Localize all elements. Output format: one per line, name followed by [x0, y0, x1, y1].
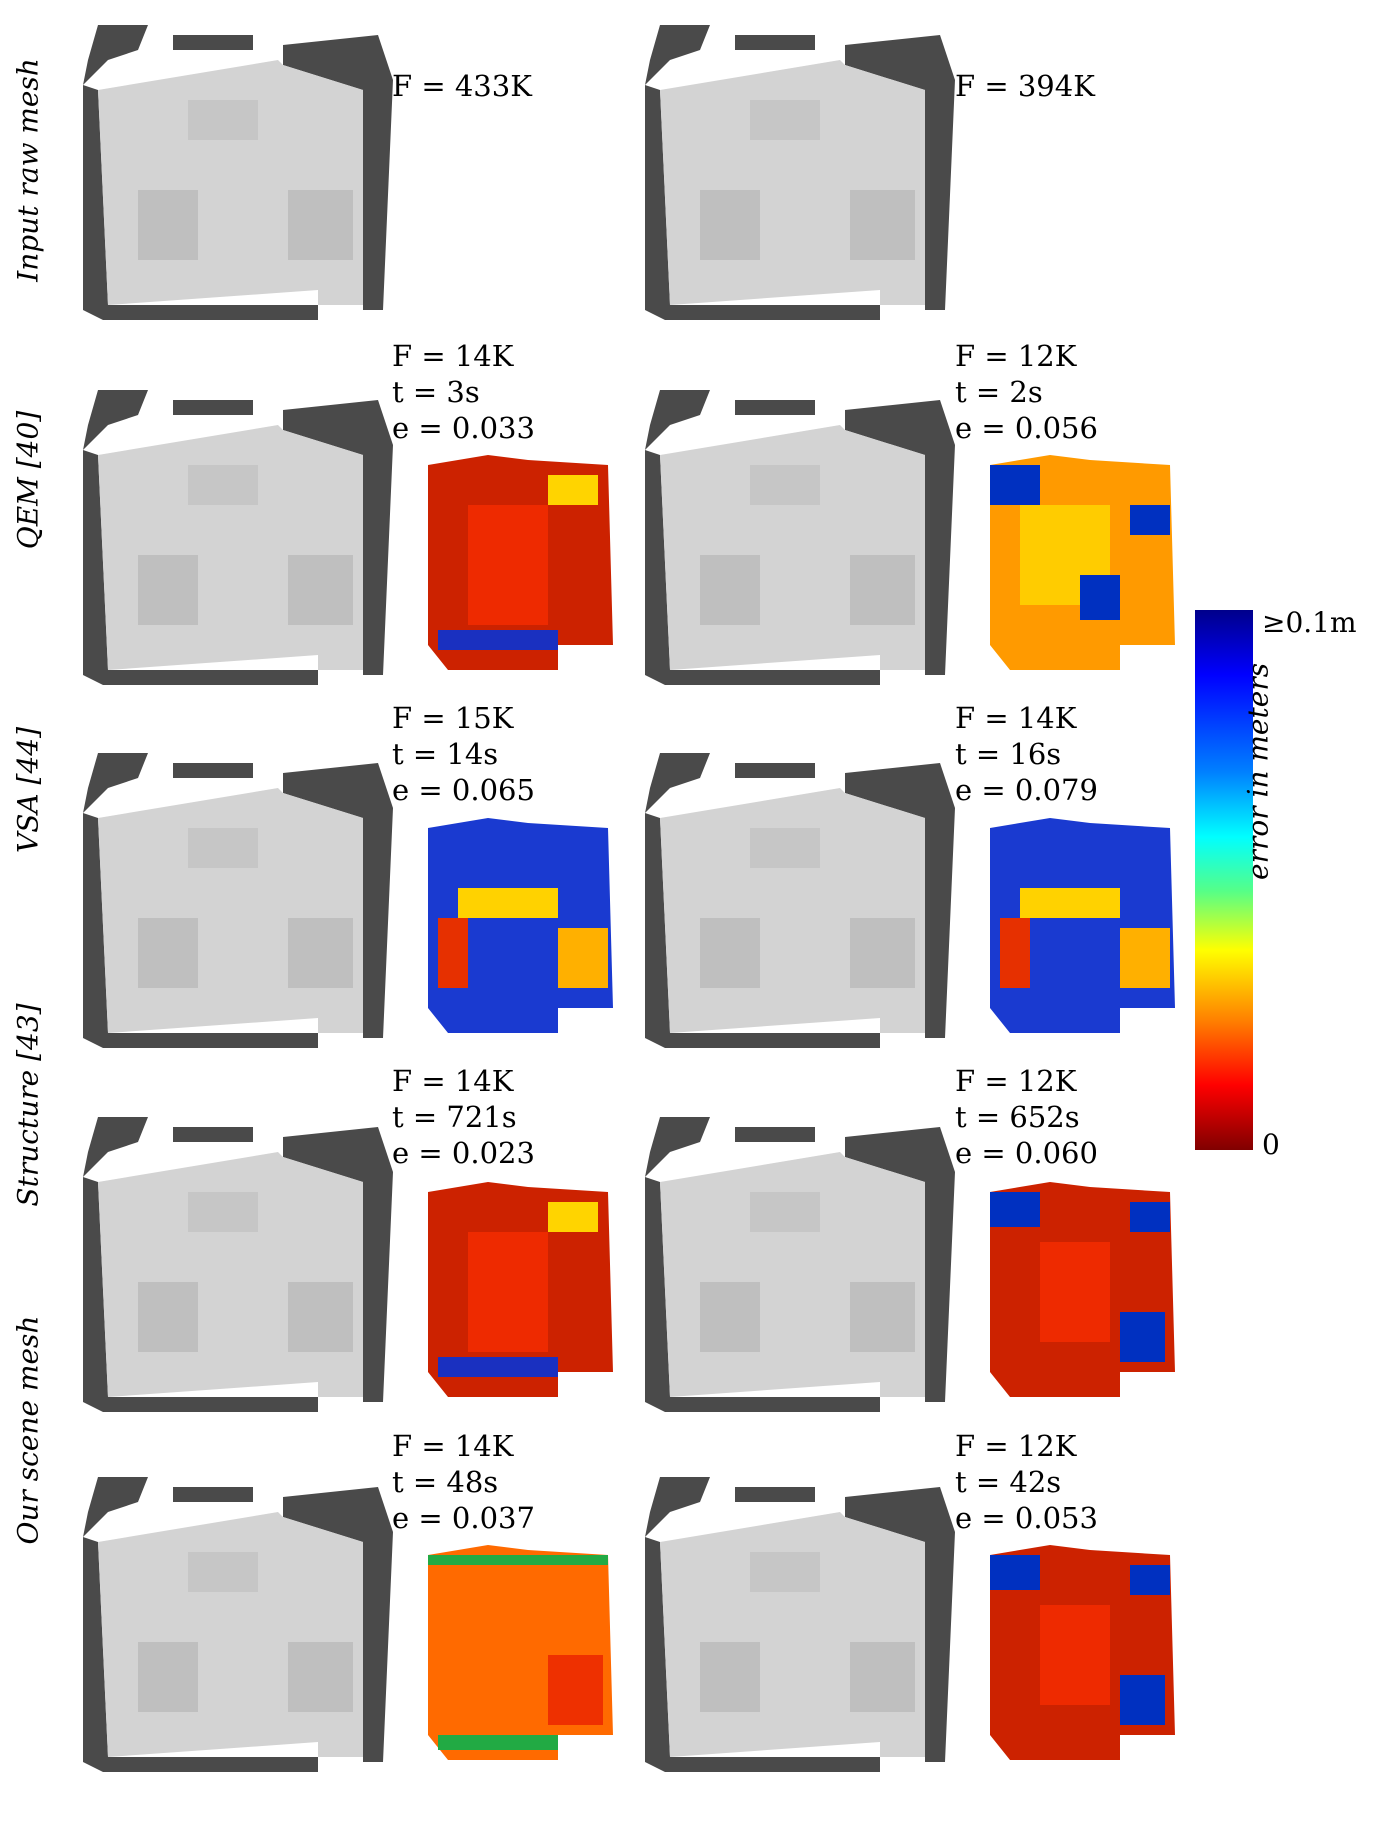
- stat-faces: F = 14K: [392, 338, 535, 374]
- stat-error: e = 0.033: [392, 410, 535, 446]
- stat-faces: F = 12K: [955, 1063, 1098, 1099]
- colorbar-max-label: ≥0.1m: [1262, 606, 1357, 639]
- stat-faces: F = 12K: [955, 338, 1098, 374]
- mesh-render-r3-right: [640, 1112, 955, 1412]
- row-label-text: Our scene mesh: [12, 1316, 45, 1545]
- stat-faces: F = 14K: [955, 700, 1098, 736]
- mesh-render-r1-left: [78, 385, 393, 685]
- stat-time: t = 652s: [955, 1099, 1098, 1135]
- stat-error: e = 0.023: [392, 1135, 535, 1171]
- stats-r2-right: F = 14K t = 16s e = 0.079: [955, 700, 1098, 808]
- row-label-qem: QEM [40]: [0, 330, 56, 630]
- mesh-render-r0-left: [78, 20, 393, 320]
- stat-faces: F = 433K: [392, 68, 532, 104]
- stats-r1-right: F = 12K t = 2s e = 0.056: [955, 338, 1098, 446]
- stat-time: t = 16s: [955, 736, 1098, 772]
- row-label-text: QEM [40]: [12, 411, 45, 549]
- mesh-render-r2-right: [640, 748, 955, 1048]
- stat-time: t = 48s: [392, 1464, 535, 1500]
- stat-time: t = 14s: [392, 736, 535, 772]
- row-label-text: Input raw mesh: [12, 58, 45, 282]
- stats-r4-left: F = 14K t = 48s e = 0.037: [392, 1428, 535, 1536]
- mesh-render-r0-right: [640, 20, 955, 320]
- colorbar-axis-label: error in meters: [1242, 663, 1275, 880]
- stats-r1-left: F = 14K t = 3s e = 0.033: [392, 338, 535, 446]
- mesh-render-r3-left: [78, 1112, 393, 1412]
- stat-time: t = 42s: [955, 1464, 1098, 1500]
- stats-r0-right: F = 394K: [955, 68, 1095, 104]
- stat-error: e = 0.037: [392, 1500, 535, 1536]
- stat-error: e = 0.060: [955, 1135, 1098, 1171]
- error-heatmap-r3-left: [418, 1172, 618, 1402]
- stats-r3-right: F = 12K t = 652s e = 0.060: [955, 1063, 1098, 1171]
- error-heatmap-r4-right: [980, 1535, 1180, 1765]
- row-label-structure: Structure [43]: [0, 955, 56, 1255]
- stat-time: t = 2s: [955, 374, 1098, 410]
- stat-time: t = 3s: [392, 374, 535, 410]
- stat-time: t = 721s: [392, 1099, 535, 1135]
- error-heatmap-r2-right: [980, 808, 1180, 1038]
- mesh-render-r1-right: [640, 385, 955, 685]
- row-label-text: VSA [44]: [12, 727, 45, 853]
- stats-r4-right: F = 12K t = 42s e = 0.053: [955, 1428, 1098, 1536]
- mesh-render-r4-right: [640, 1472, 955, 1772]
- error-heatmap-r4-left: [418, 1535, 618, 1765]
- colorbar-min-label: 0: [1262, 1128, 1280, 1161]
- error-heatmap-r2-left: [418, 808, 618, 1038]
- row-label-text: Structure [43]: [12, 1003, 45, 1206]
- stat-error: e = 0.056: [955, 410, 1098, 446]
- error-heatmap-r1-right: [980, 445, 1180, 675]
- stat-error: e = 0.079: [955, 772, 1098, 808]
- row-label-vsa: VSA [44]: [0, 640, 56, 940]
- row-label-ours: Our scene mesh: [0, 1265, 56, 1595]
- stat-error: e = 0.065: [392, 772, 535, 808]
- error-heatmap-r3-right: [980, 1172, 1180, 1402]
- mesh-render-r2-left: [78, 748, 393, 1048]
- stat-faces: F = 14K: [392, 1428, 535, 1464]
- row-label-input: Input raw mesh: [0, 20, 56, 320]
- stats-r3-left: F = 14K t = 721s e = 0.023: [392, 1063, 535, 1171]
- stat-faces: F = 394K: [955, 68, 1095, 104]
- stats-r2-left: F = 15K t = 14s e = 0.065: [392, 700, 535, 808]
- stats-r0-left: F = 433K: [392, 68, 532, 104]
- stat-faces: F = 14K: [392, 1063, 535, 1099]
- stat-faces: F = 12K: [955, 1428, 1098, 1464]
- stat-error: e = 0.053: [955, 1500, 1098, 1536]
- stat-faces: F = 15K: [392, 700, 535, 736]
- mesh-render-r4-left: [78, 1472, 393, 1772]
- error-heatmap-r1-left: [418, 445, 618, 675]
